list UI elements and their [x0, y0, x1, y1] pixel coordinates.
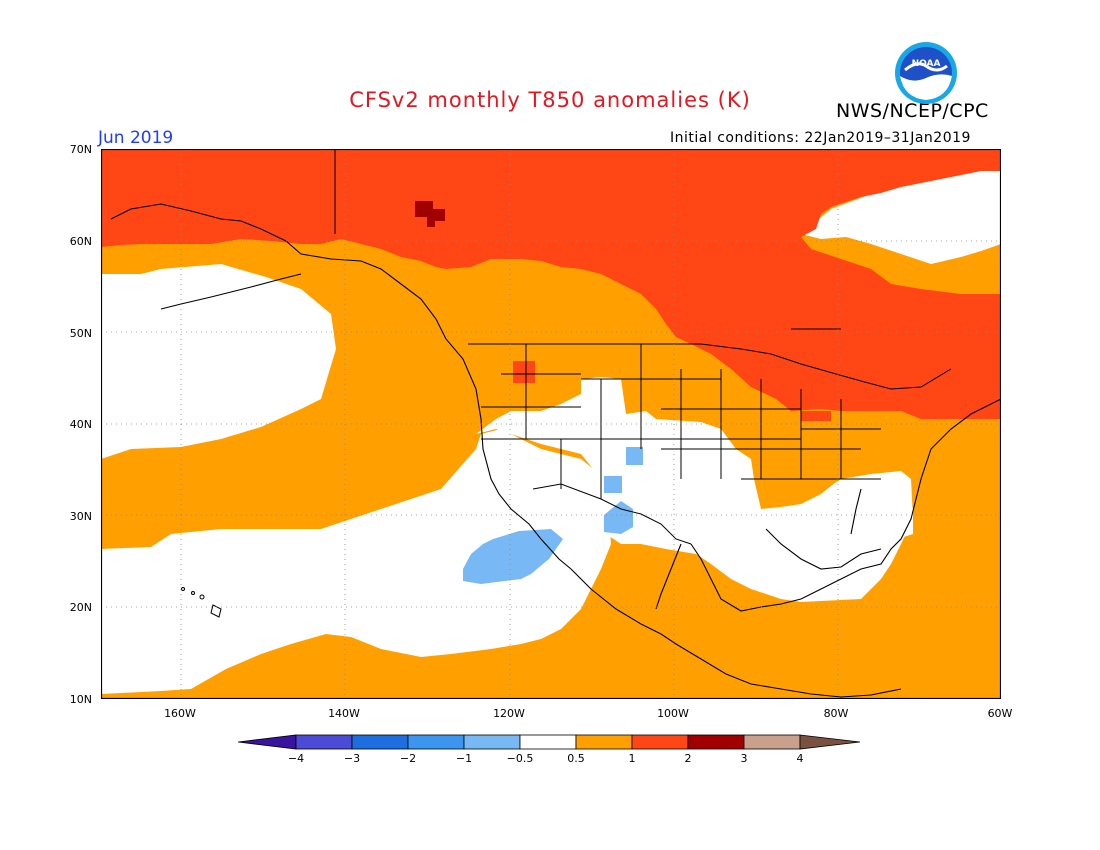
colorbar-label-neg05: −0.5: [506, 752, 534, 765]
lon-label-120w: 120W: [493, 707, 525, 720]
lat-label-70n: 70N: [69, 143, 92, 156]
colorbar-label-1: 1: [628, 752, 636, 765]
hawaii-islands: [181, 587, 222, 618]
colorbar-bin-4: [463, 734, 521, 750]
cool-region-utah: [626, 447, 643, 465]
neutral-region-pacific-central: [101, 429, 611, 694]
lon-label-100w: 100W: [657, 707, 689, 720]
neutral-region-us-southwest: [476, 377, 913, 602]
lat-label-40n: 40N: [69, 418, 92, 431]
neutral-region-hudson-bay: [801, 169, 1001, 264]
colorbar-label-4: 4: [796, 752, 804, 765]
colorbar-bin-1: [295, 734, 353, 750]
colorbar-arrow-left: [238, 734, 297, 750]
warm2-region-montana: [513, 361, 535, 383]
graticule: [101, 149, 1001, 699]
cool-region-mexico: [604, 501, 633, 534]
neutral-region-pacific-north: [101, 264, 336, 459]
colorbar-bin-8: [687, 734, 745, 750]
cool-region-arizona: [604, 476, 622, 493]
map-frame: [101, 149, 1001, 699]
lat-label-50n: 50N: [69, 327, 92, 340]
lat-label-10n: 10N: [69, 693, 92, 706]
lon-label-160w: 160W: [164, 707, 196, 720]
cool-region-pacific: [463, 529, 563, 584]
colorbar-label-neg3: −3: [343, 752, 361, 765]
warm2-region-appalachia: [801, 411, 831, 421]
agency-label: NWS/NCEP/CPC: [836, 100, 989, 122]
colorbar-label-neg1: −1: [455, 752, 473, 765]
warm2-region-north: [101, 149, 1001, 419]
colorbar-bin-5: [519, 734, 577, 750]
warm3-region-yukon: [415, 201, 445, 227]
colorbar-bin-2: [351, 734, 409, 750]
lat-label-60n: 60N: [69, 235, 92, 248]
colorbar-bin-7: [631, 734, 689, 750]
lat-label-20n: 20N: [69, 601, 92, 614]
colorbar-label-3: 3: [740, 752, 748, 765]
colorbar-label-neg4: −4: [287, 752, 305, 765]
colorbar-arrow-right: [799, 734, 861, 750]
lon-label-80w: 80W: [823, 707, 849, 720]
colorbar-label-2: 2: [684, 752, 692, 765]
colorbar-bin-9: [743, 734, 801, 750]
noaa-logo-text: NOAA: [912, 59, 941, 69]
coastlines: [110, 203, 1001, 698]
noaa-logo: NOAA: [895, 42, 957, 104]
colorbar-label-05: 0.5: [567, 752, 585, 765]
political-borders: [334, 149, 952, 545]
map-title: CFSv2 monthly T850 anomalies (K): [349, 88, 751, 112]
initial-conditions: Initial conditions: 22Jan2019–31Jan2019: [670, 130, 971, 146]
colorbar: [238, 734, 861, 750]
anomaly-map: [101, 149, 1001, 699]
colorbar-bin-6: [575, 734, 633, 750]
lon-label-60w: 60W: [987, 707, 1013, 720]
colorbar-label-neg2: −2: [399, 752, 417, 765]
colorbar-bin-3: [407, 734, 465, 750]
forecast-month: Jun 2019: [98, 128, 174, 148]
lat-label-30n: 30N: [69, 510, 92, 523]
lon-label-140w: 140W: [328, 707, 360, 720]
neutral-region-atlantic-coast: [816, 471, 913, 549]
